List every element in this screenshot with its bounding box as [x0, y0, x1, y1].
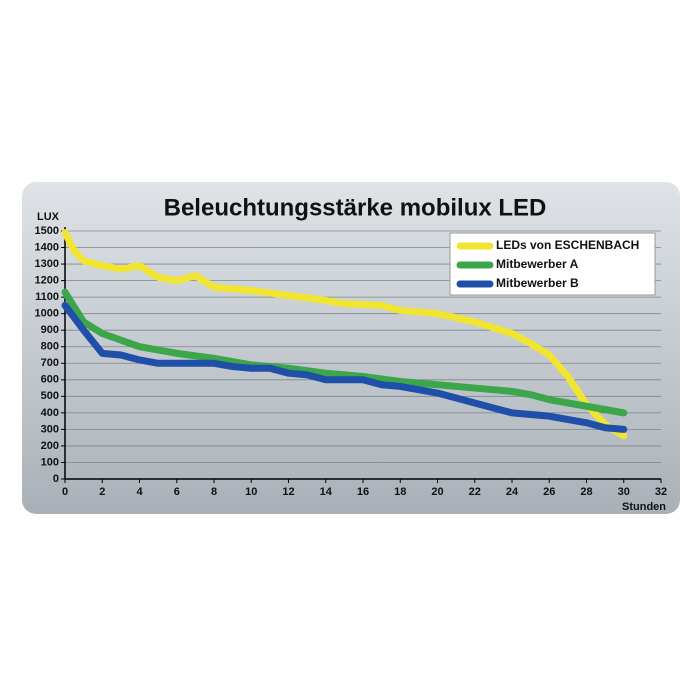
y-tick-label: 900	[41, 324, 59, 336]
x-tick-label: 26	[543, 486, 555, 498]
x-tick-label: 30	[618, 486, 630, 498]
legend: LEDs von ESCHENBACH Mitbewerber A Mitbewer…	[449, 232, 656, 296]
y-tick-label: 1300	[35, 258, 59, 270]
y-tick-label: 700	[41, 357, 59, 369]
x-tick-label: 10	[245, 486, 257, 498]
legend-label: LEDs von ESCHENBACH	[496, 238, 639, 252]
x-tick-label: 22	[469, 486, 481, 498]
x-tick-label: 8	[211, 486, 217, 498]
x-tick-label: 0	[62, 486, 68, 498]
x-tick-label: 32	[655, 486, 667, 498]
x-tick-label: 4	[136, 486, 143, 498]
series-line	[61, 288, 628, 417]
x-tick-label: 14	[320, 486, 333, 498]
y-tick-label: 1400	[35, 241, 59, 253]
x-axis-label: Stunden	[622, 501, 666, 513]
y-tick-label: 1100	[35, 291, 59, 303]
y-tick-label: 400	[41, 407, 59, 419]
y-axis-label: LUX	[37, 211, 60, 223]
x-tick-label: 28	[580, 486, 592, 498]
y-tick-label: 1200	[35, 275, 59, 287]
x-tick-label: 20	[431, 486, 443, 498]
chart-title: Beleuchtungsstärke mobilux LED	[164, 194, 547, 221]
legend-label: Mitbewerber B	[496, 276, 579, 290]
y-tick-label: 1000	[35, 308, 59, 320]
series-line	[61, 229, 628, 440]
y-tick-label: 200	[41, 440, 59, 452]
y-tick-label: 300	[41, 423, 59, 435]
y-tick-label: 1500	[35, 225, 59, 237]
series-line	[61, 301, 628, 433]
x-tick-label: 2	[99, 486, 105, 498]
y-tick-label: 0	[53, 473, 59, 485]
y-tick-label: 100	[41, 456, 59, 468]
x-tick-label: 18	[394, 486, 406, 498]
legend-label: Mitbewerber A	[496, 257, 579, 271]
y-tick-label: 500	[41, 390, 59, 402]
x-tick-label: 6	[174, 486, 180, 498]
x-tick-label: 12	[282, 486, 294, 498]
y-tick-label: 800	[41, 341, 59, 353]
panel	[22, 182, 680, 514]
x-tick-label: 24	[506, 486, 519, 498]
x-tick-label: 16	[357, 486, 369, 498]
y-tick-label: 600	[41, 374, 59, 386]
